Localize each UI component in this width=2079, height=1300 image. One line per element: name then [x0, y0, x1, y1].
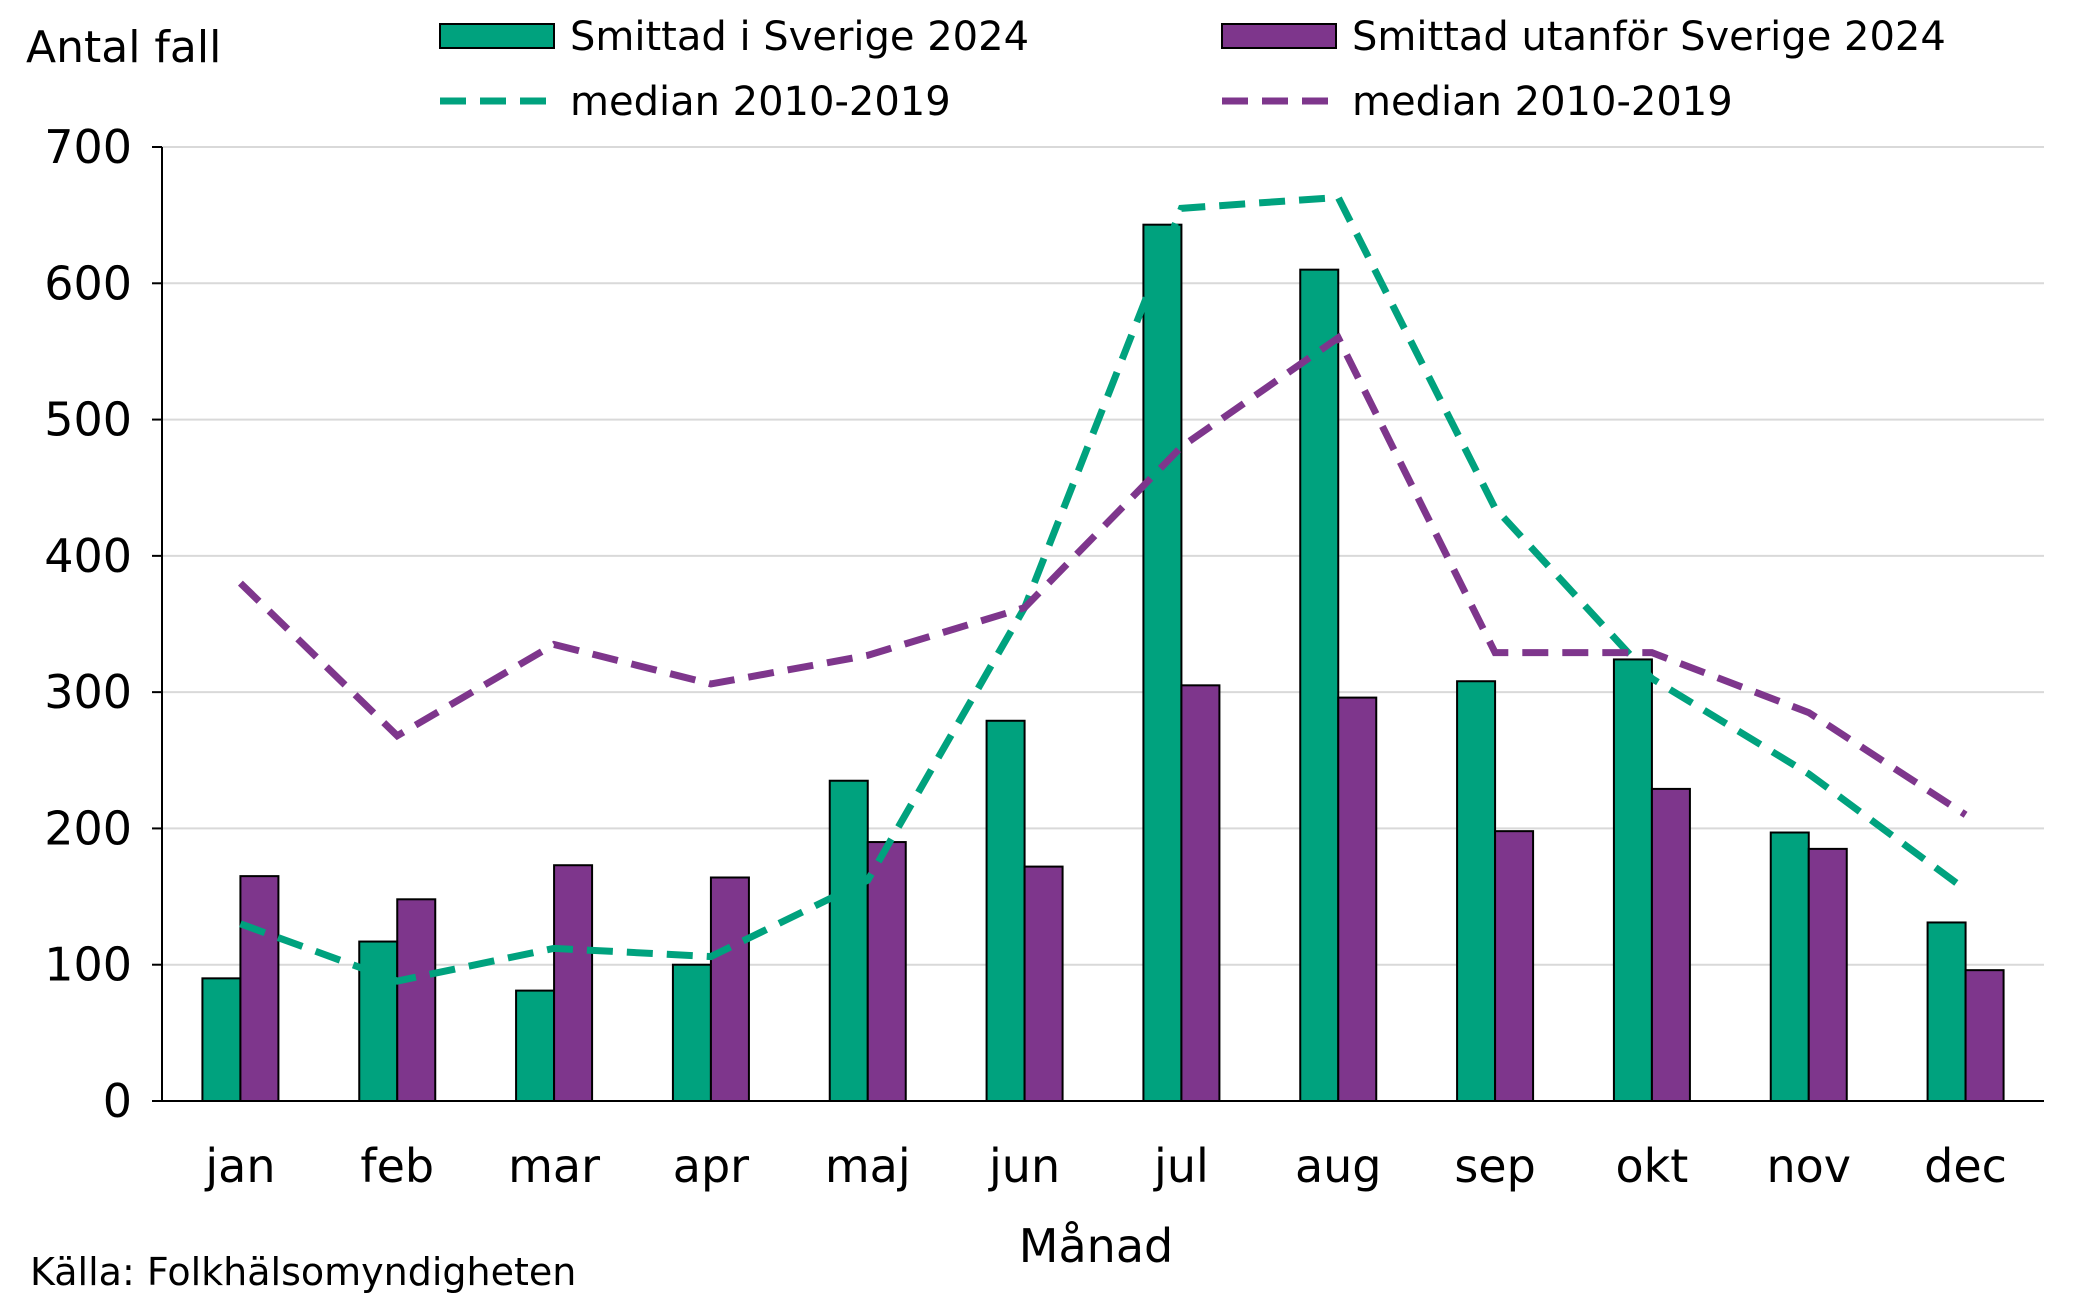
legend-bar-inside-swatch	[439, 23, 555, 49]
y-tick-label: 500	[44, 393, 132, 447]
legend: Smittad i Sverige 2024 Smittad utanför Sv…	[439, 14, 1946, 125]
y-tick-label: 100	[44, 938, 132, 992]
x-tick-label-nov: nov	[1766, 1139, 1851, 1193]
bar-outside-aug	[1337, 696, 1378, 1102]
bar-outside-mar	[553, 864, 594, 1102]
bar-outside-jul	[1180, 684, 1221, 1102]
bar-outside-jan	[239, 875, 280, 1103]
median-lines	[237, 193, 1968, 985]
y-axis-title: Antal fall	[26, 22, 221, 73]
y-tick-label: 400	[44, 529, 132, 583]
legend-median-inside-label: median 2010-2019	[570, 79, 951, 125]
bar-outside-sep	[1494, 830, 1535, 1102]
x-axis-title: Månad	[1019, 1219, 1173, 1273]
bar-outside-jun	[1023, 865, 1064, 1102]
legend-bar-outside-label: Smittad utanför Sverige 2024	[1352, 14, 1946, 60]
x-tick-label-jan: jan	[204, 1139, 275, 1193]
x-tick-label-jun: jun	[988, 1139, 1060, 1193]
gridlines	[162, 146, 2044, 966]
legend-bar-outside-swatch	[1221, 23, 1337, 49]
x-tick-label-mar: mar	[508, 1139, 600, 1193]
x-tick-label-feb: feb	[360, 1139, 434, 1193]
bar-outside-nov	[1807, 847, 1848, 1102]
x-tick-label-sep: sep	[1454, 1139, 1535, 1193]
x-tick-label-okt: okt	[1616, 1139, 1689, 1193]
bar-outside-dec	[1964, 969, 2005, 1102]
bar-inside-feb	[358, 940, 399, 1102]
bar-inside-jan	[201, 977, 242, 1102]
x-tick-label-apr: apr	[673, 1139, 749, 1193]
bar-outside-maj	[866, 841, 907, 1102]
axes	[152, 146, 2044, 1102]
bar-inside-nov	[1769, 831, 1810, 1102]
bar-inside-apr	[671, 963, 712, 1103]
bar-outside-apr	[709, 876, 750, 1103]
bar-inside-jul	[1142, 223, 1183, 1102]
bar-outside-feb	[396, 898, 437, 1102]
bar-outside-okt	[1650, 787, 1691, 1102]
y-tick-label: 300	[44, 665, 132, 719]
bar-inside-jun	[985, 719, 1026, 1103]
tick-labels: 0 100 200 300 400 500 600 700 jan feb mar apr maj jun…	[44, 120, 2007, 1193]
median-line-inside	[239, 193, 1968, 985]
bar-inside-sep	[1456, 680, 1497, 1102]
x-tick-label-maj: maj	[825, 1139, 911, 1193]
source-note: Källa: Folkhälsomyndigheten	[30, 1250, 576, 1294]
legend-bar-inside-label: Smittad i Sverige 2024	[570, 14, 1029, 60]
x-tick-label-aug: aug	[1295, 1139, 1382, 1193]
bar-inside-okt	[1612, 658, 1653, 1102]
bar-inside-aug	[1299, 268, 1340, 1102]
legend-median-outside-label: median 2010-2019	[1352, 79, 1733, 125]
y-tick-label: 600	[44, 256, 132, 310]
x-tick-label-jul: jul	[1153, 1139, 1209, 1193]
median-line-outside	[237, 332, 1968, 818]
y-tick-label: 0	[103, 1074, 132, 1128]
y-tick-label: 200	[44, 801, 132, 855]
y-tick-label: 700	[44, 120, 132, 174]
bar-inside-dec	[1926, 921, 1967, 1102]
bar-inside-maj	[828, 779, 869, 1102]
x-tick-label-dec: dec	[1924, 1139, 2007, 1193]
bars	[201, 223, 2005, 1103]
bar-inside-mar	[515, 989, 556, 1103]
